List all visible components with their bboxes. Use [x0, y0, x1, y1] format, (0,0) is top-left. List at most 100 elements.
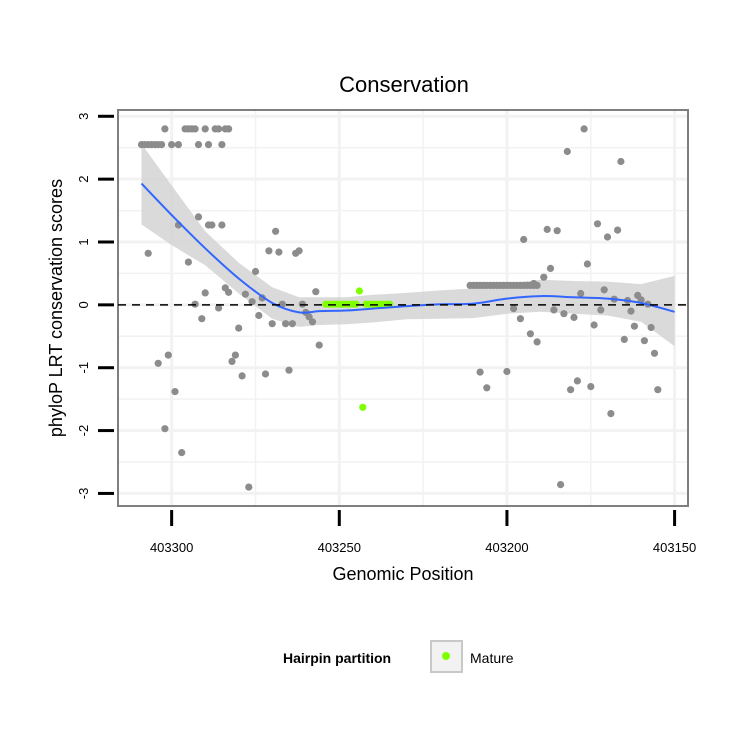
data-point-93: [520, 235, 528, 244]
data-point-119: [614, 226, 622, 234]
data-point-40: [228, 357, 236, 365]
y-tick-label-2: -1: [76, 362, 91, 374]
data-point-107: [573, 377, 582, 385]
data-point-26: [171, 388, 179, 396]
data-point-96: [533, 338, 541, 346]
data-point-24: [161, 425, 169, 433]
data-point-21: [225, 125, 233, 133]
data-point-54: [275, 248, 283, 256]
data-point-39: [225, 288, 233, 296]
legend-label-mature: Mature: [470, 650, 514, 666]
y-tick-label-4: 1: [76, 238, 91, 245]
data-point-64: [308, 318, 317, 326]
x-axis: 403300 403250 403200 403150: [150, 510, 696, 555]
data-point-43: [238, 372, 246, 380]
y-tick-label-0: -3: [76, 488, 91, 500]
data-point-9: [174, 141, 182, 149]
data-point-131: [654, 386, 662, 394]
x-tick-label-1: 403250: [318, 540, 361, 555]
data-point-98: [543, 225, 551, 233]
data-point-57: [285, 366, 293, 374]
data-point-14: [194, 141, 203, 149]
data-point-127: [640, 337, 649, 345]
data-point-23: [154, 359, 162, 367]
data-point-51: [265, 247, 273, 255]
data-point-50: [261, 370, 270, 378]
data-point-114: [597, 306, 605, 314]
data-point-45: [245, 483, 253, 491]
data-point-16: [204, 141, 213, 149]
data-point-29: [184, 258, 192, 266]
data-point-65: [312, 288, 320, 296]
data-point-53: [272, 227, 280, 235]
data-point-103: [560, 310, 568, 318]
data-point-130: [650, 349, 659, 357]
data-point-97: [540, 273, 548, 281]
data-point-32: [198, 315, 206, 323]
chart-title: Conservation: [339, 72, 469, 97]
data-point-37: [218, 221, 226, 229]
legend-title: Hairpin partition: [283, 650, 391, 666]
data-point-7: [161, 125, 169, 133]
data-point-36: [215, 304, 223, 312]
data-point-6: [158, 141, 166, 149]
mature-point-10: [355, 287, 363, 295]
x-tick-label-0: 403300: [150, 540, 193, 555]
data-point-100: [550, 306, 558, 314]
smooth-curve-line: [140, 182, 675, 314]
data-point-66: [315, 341, 323, 349]
data-point-8: [168, 141, 176, 149]
data-point-102: [557, 481, 565, 489]
data-point-19: [218, 141, 226, 149]
data-point-42: [235, 324, 243, 332]
data-point-28: [178, 449, 186, 457]
data-point-58: [288, 320, 296, 328]
data-point-117: [607, 410, 615, 418]
data-point-123: [627, 307, 635, 315]
data-point-18: [215, 125, 223, 133]
data-point-89: [483, 384, 491, 392]
data-point-94: [526, 330, 535, 338]
data-point-101: [553, 227, 561, 235]
data-point-47: [251, 267, 260, 276]
y-tick-label-6: 3: [76, 113, 91, 120]
data-point-41: [231, 351, 239, 359]
data-point-56: [282, 320, 290, 328]
legend: Hairpin partition Mature: [283, 640, 514, 673]
data-point-46: [248, 298, 256, 306]
data-point-115: [600, 286, 608, 294]
data-point-120: [617, 157, 625, 166]
data-point-113: [593, 220, 602, 228]
data-point-22: [144, 249, 152, 257]
y-axis: -3 -2 -1 0 1 2 3: [76, 113, 114, 500]
data-point-92: [516, 315, 525, 323]
data-point-60: [295, 247, 303, 255]
data-point-106: [570, 313, 578, 321]
legend-key-mature: [442, 652, 450, 660]
grid-lines: [119, 111, 687, 505]
data-point-99: [546, 264, 555, 272]
y-axis-title: phyloP LRT conservation scores: [46, 179, 66, 437]
data-point-105: [567, 386, 575, 394]
data-points: [137, 125, 662, 491]
smooth-curve: [140, 182, 675, 314]
data-point-111: [587, 383, 595, 391]
mature-point-11: [359, 403, 367, 411]
data-point-88: [476, 368, 484, 376]
data-point-31: [194, 213, 203, 221]
data-point-112: [590, 321, 598, 329]
data-point-52: [268, 320, 276, 328]
data-point-108: [577, 289, 585, 298]
data-point-91: [509, 305, 518, 313]
data-point-124: [630, 322, 639, 330]
data-point-116: [603, 233, 612, 241]
data-point-95: [530, 279, 538, 288]
y-tick-label-3: 0: [76, 301, 91, 308]
data-point-25: [164, 351, 172, 359]
x-tick-label-3: 403150: [653, 540, 696, 555]
data-point-90: [503, 367, 511, 376]
data-point-126: [637, 296, 645, 304]
x-tick-label-2: 403200: [485, 540, 528, 555]
y-tick-label-1: -2: [76, 425, 91, 437]
